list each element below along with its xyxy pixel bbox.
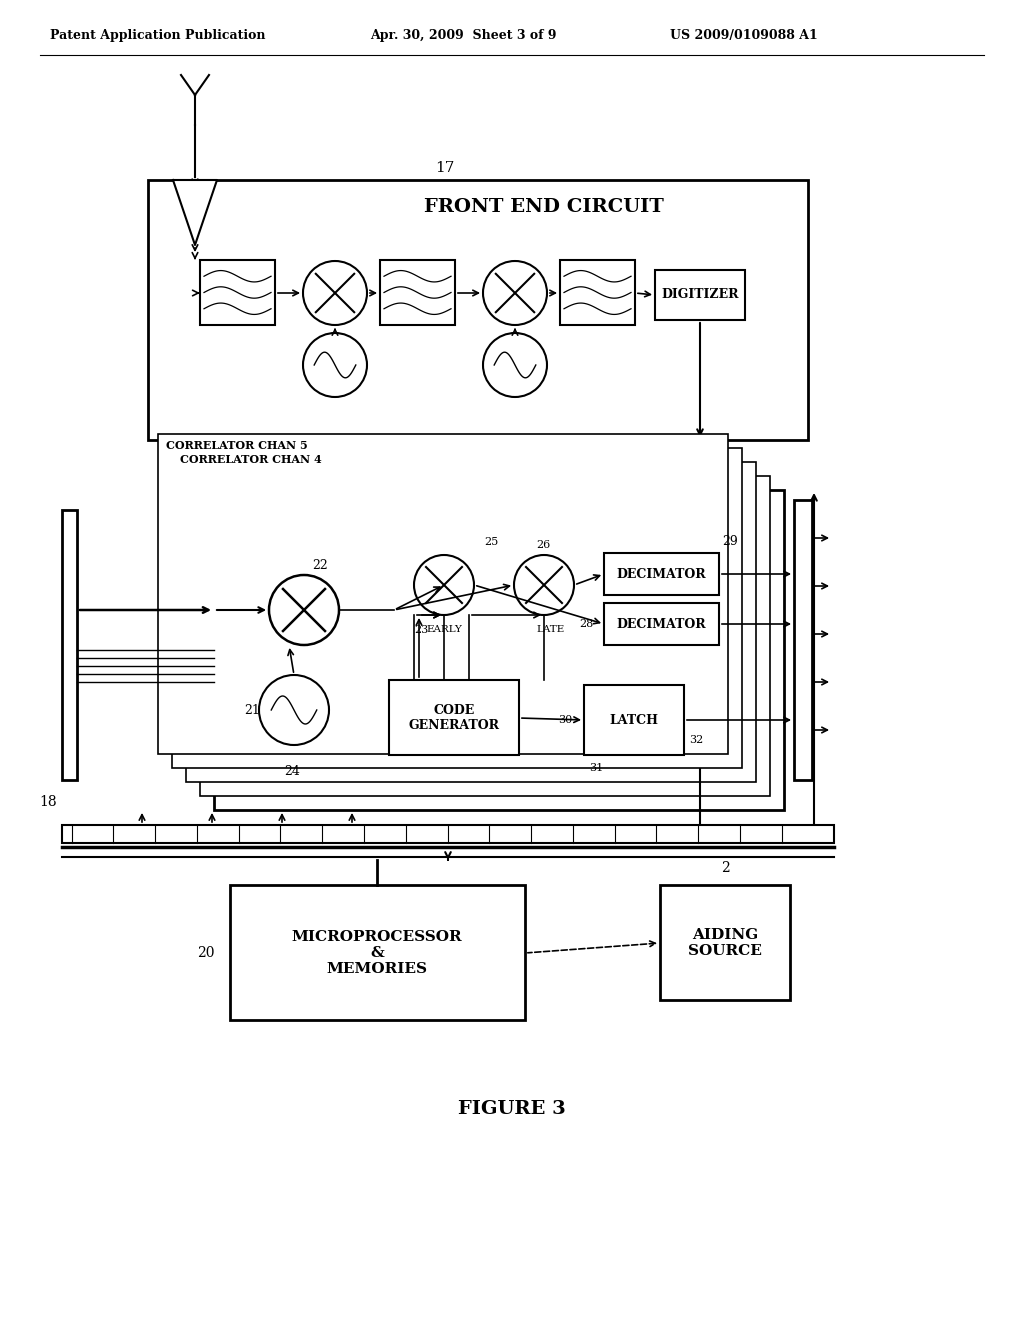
Circle shape xyxy=(414,554,474,615)
Text: 22: 22 xyxy=(312,558,328,572)
Text: CODE
GENERATOR: CODE GENERATOR xyxy=(409,704,500,733)
Text: CORRELATOR CHAN 5: CORRELATOR CHAN 5 xyxy=(166,440,308,451)
Text: EARLY: EARLY xyxy=(426,624,462,634)
Text: CORRELATOR CHAN 3: CORRELATOR CHAN 3 xyxy=(194,469,336,479)
Text: CORRELATOR CHAN 4: CORRELATOR CHAN 4 xyxy=(180,454,322,465)
Text: FRONT END CIRCUIT: FRONT END CIRCUIT xyxy=(424,198,664,216)
Text: LATE: LATE xyxy=(536,624,564,634)
Text: 24: 24 xyxy=(284,766,300,777)
Bar xyxy=(158,434,728,754)
Circle shape xyxy=(483,333,547,397)
Text: Apr. 30, 2009  Sheet 3 of 9: Apr. 30, 2009 Sheet 3 of 9 xyxy=(370,29,556,41)
Text: 31: 31 xyxy=(589,763,603,774)
Text: CORRELATOR CHAN 2: CORRELATOR CHAN 2 xyxy=(208,482,349,492)
Bar xyxy=(172,447,742,768)
Circle shape xyxy=(303,261,367,325)
Text: 23: 23 xyxy=(414,624,428,635)
Bar xyxy=(230,884,525,1020)
Bar xyxy=(186,462,756,781)
Bar xyxy=(655,271,745,319)
Text: 17: 17 xyxy=(435,161,455,176)
Bar xyxy=(380,260,455,325)
Text: FIGURE 3: FIGURE 3 xyxy=(458,1100,566,1118)
Text: 32: 32 xyxy=(689,735,703,744)
Text: US 2009/0109088 A1: US 2009/0109088 A1 xyxy=(670,29,818,41)
Circle shape xyxy=(483,261,547,325)
Bar xyxy=(660,884,790,1001)
Text: Patent Application Publication: Patent Application Publication xyxy=(50,29,265,41)
Text: DECIMATOR: DECIMATOR xyxy=(616,568,706,581)
Bar xyxy=(794,500,812,780)
Circle shape xyxy=(514,554,574,615)
Bar xyxy=(389,680,519,755)
Bar xyxy=(62,510,77,780)
Text: 26: 26 xyxy=(536,540,550,550)
Text: 25: 25 xyxy=(484,537,499,546)
Text: DIGITIZER: DIGITIZER xyxy=(662,289,738,301)
Bar xyxy=(62,825,834,843)
Circle shape xyxy=(303,333,367,397)
Bar xyxy=(148,180,808,440)
Text: LATCH: LATCH xyxy=(609,714,658,726)
Bar xyxy=(560,260,635,325)
Text: AIDING
SOURCE: AIDING SOURCE xyxy=(688,928,762,958)
Text: 28: 28 xyxy=(580,619,594,630)
Text: 20: 20 xyxy=(198,946,215,960)
Bar xyxy=(200,477,770,796)
Circle shape xyxy=(269,576,339,645)
Bar xyxy=(214,490,784,810)
Bar xyxy=(584,685,684,755)
Circle shape xyxy=(259,675,329,744)
Text: 2: 2 xyxy=(721,861,729,875)
Text: MICROPROCESSOR
&
MEMORIES: MICROPROCESSOR & MEMORIES xyxy=(292,929,462,977)
Polygon shape xyxy=(173,180,217,246)
Bar xyxy=(604,553,719,595)
Text: CORRELATOR CHAN 1: CORRELATOR CHAN 1 xyxy=(222,496,364,507)
Text: 19: 19 xyxy=(705,447,723,462)
Bar xyxy=(604,603,719,645)
Text: 30: 30 xyxy=(558,715,572,725)
Text: 29: 29 xyxy=(722,535,737,548)
Text: 18: 18 xyxy=(39,795,57,809)
Bar xyxy=(200,260,275,325)
Text: DECIMATOR: DECIMATOR xyxy=(616,618,706,631)
Text: 21: 21 xyxy=(244,704,260,717)
